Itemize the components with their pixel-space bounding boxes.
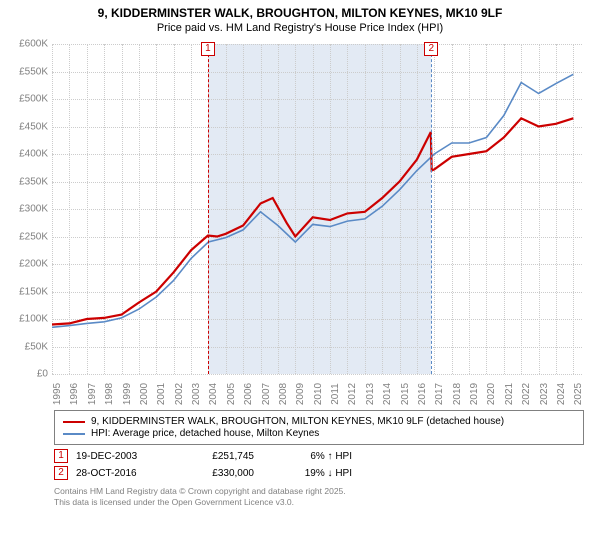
x-tick-label: 2007 [261, 383, 272, 405]
y-tick-label: £50K [25, 341, 48, 352]
footer-line2: This data is licensed under the Open Gov… [54, 497, 584, 508]
legend-label: HPI: Average price, detached house, Milt… [91, 428, 319, 439]
x-tick-label: 2021 [504, 383, 515, 405]
sale-row: 1 19-DEC-2003 £251,745 6% ↑ HPI [54, 449, 584, 463]
legend: 9, KIDDERMINSTER WALK, BROUGHTON, MILTON… [54, 410, 584, 445]
chart-container: 9, KIDDERMINSTER WALK, BROUGHTON, MILTON… [0, 0, 600, 560]
x-tick-label: 2017 [434, 383, 445, 405]
sale-badge: 1 [54, 449, 68, 463]
sale-row: 2 28-OCT-2016 £330,000 19% ↓ HPI [54, 466, 584, 480]
y-tick-label: £0 [37, 369, 48, 380]
y-tick-label: £100K [19, 314, 48, 325]
x-tick-label: 2005 [226, 383, 237, 405]
x-tick-label: 2014 [382, 383, 393, 405]
x-tick-label: 2015 [400, 383, 411, 405]
line-chart-svg [52, 44, 582, 374]
legend-row: HPI: Average price, detached house, Milt… [63, 428, 575, 439]
y-tick-label: £350K [19, 176, 48, 187]
legend-swatch [63, 421, 85, 423]
x-tick-label: 2019 [469, 383, 480, 405]
y-tick-label: £300K [19, 204, 48, 215]
y-tick-label: £200K [19, 259, 48, 270]
x-tick-label: 2018 [452, 383, 463, 405]
legend-swatch [63, 433, 85, 435]
x-tick-label: 2010 [313, 383, 324, 405]
x-tick-label: 2016 [417, 383, 428, 405]
y-axis: £0£50K£100K£150K£200K£250K£300K£350K£400… [10, 44, 50, 374]
x-tick-label: 2022 [521, 383, 532, 405]
x-tick-label: 1995 [52, 383, 63, 405]
x-tick-label: 2012 [347, 383, 358, 405]
chart-subtitle: Price paid vs. HM Land Registry's House … [0, 22, 600, 38]
sale-pct: 19% ↓ HPI [262, 468, 352, 479]
x-axis: 1995 1996 1997 1998 1999 2000 2001 2002 2003 2004… [52, 380, 582, 408]
gridline-h [52, 374, 582, 375]
footer-line1: Contains HM Land Registry data © Crown c… [54, 486, 584, 497]
x-tick-label: 1997 [87, 383, 98, 405]
y-tick-label: £450K [19, 121, 48, 132]
chart-title: 9, KIDDERMINSTER WALK, BROUGHTON, MILTON… [0, 0, 600, 22]
x-tick-label: 1998 [104, 383, 115, 405]
x-tick-label: 2023 [539, 383, 550, 405]
y-tick-label: £250K [19, 231, 48, 242]
x-tick-label: 2004 [208, 383, 219, 405]
sales-list: 1 19-DEC-2003 £251,745 6% ↑ HPI 2 28-OCT-… [54, 449, 584, 480]
y-tick-label: £600K [19, 39, 48, 50]
plot-region: 12 [52, 44, 582, 374]
y-tick-label: £500K [19, 94, 48, 105]
chart-area: £0 £50K £100K £150K £200K £250K £300K £350K £400… [10, 38, 590, 408]
x-tick-label: 2009 [295, 383, 306, 405]
marker-badge: 2 [424, 42, 438, 56]
x-tick-label: 2013 [365, 383, 376, 405]
x-tick-label: 2001 [156, 383, 167, 405]
legend-label: 9, KIDDERMINSTER WALK, BROUGHTON, MILTON… [91, 416, 504, 427]
x-tick-label: 2020 [486, 383, 497, 405]
legend-row: 9, KIDDERMINSTER WALK, BROUGHTON, MILTON… [63, 416, 575, 427]
series-hpi [52, 74, 573, 327]
footer: Contains HM Land Registry data © Crown c… [54, 486, 584, 508]
y-tick-label: £550K [19, 66, 48, 77]
x-tick-label: 2024 [556, 383, 567, 405]
x-tick-label: 2002 [174, 383, 185, 405]
x-tick-label: 2000 [139, 383, 150, 405]
sale-pct: 6% ↑ HPI [262, 451, 352, 462]
sale-date: 28-OCT-2016 [76, 468, 166, 479]
x-tick-label: 1999 [122, 383, 133, 405]
x-tick-label: 2008 [278, 383, 289, 405]
y-tick-label: £400K [19, 149, 48, 160]
x-tick-label: 2025 [573, 383, 584, 405]
marker-line [431, 44, 432, 374]
x-tick-label: 2011 [330, 383, 341, 405]
sale-price: £330,000 [174, 468, 254, 479]
sale-date: 19-DEC-2003 [76, 451, 166, 462]
x-tick-label: 2006 [243, 383, 254, 405]
sale-badge: 2 [54, 466, 68, 480]
series-property [52, 118, 573, 324]
sale-price: £251,745 [174, 451, 254, 462]
y-tick-label: £150K [19, 286, 48, 297]
x-tick-label: 1996 [69, 383, 80, 405]
x-tick-label: 2003 [191, 383, 202, 405]
marker-badge: 1 [201, 42, 215, 56]
marker-line [208, 44, 209, 374]
